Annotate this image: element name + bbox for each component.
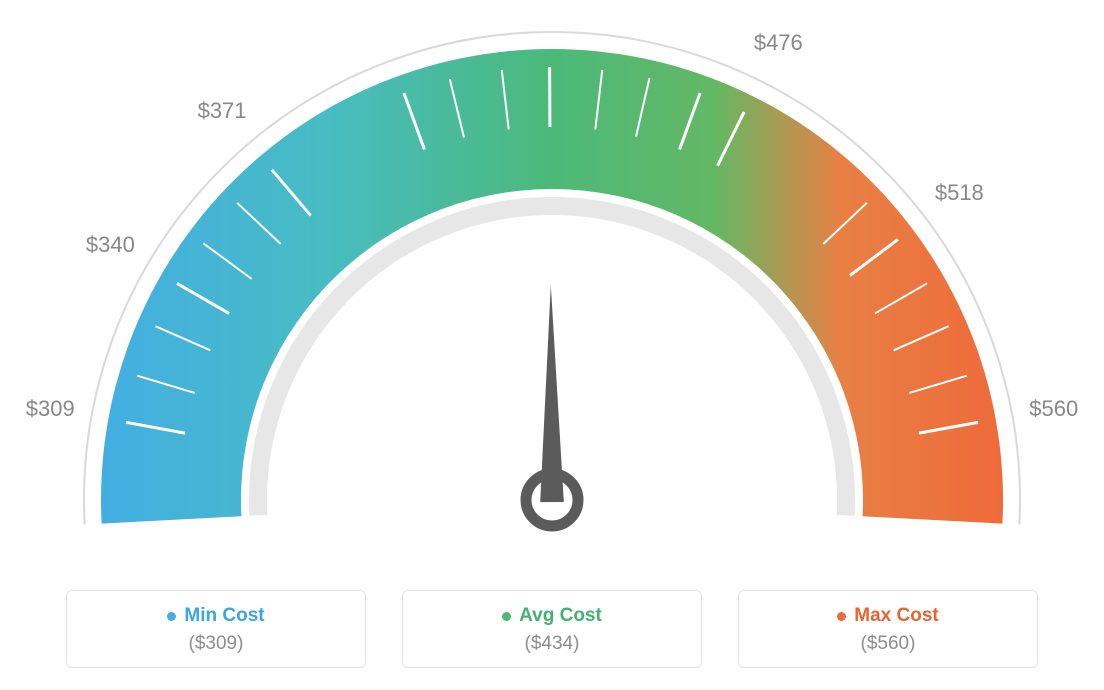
legend-avg: Avg Cost ($434): [402, 590, 702, 668]
legend-avg-label: Avg Cost: [519, 605, 602, 627]
dot-icon: [837, 612, 846, 621]
dot-icon: [167, 612, 176, 621]
tick-label: $340: [86, 232, 135, 258]
tick-label: $371: [198, 98, 247, 124]
tick-label: $434: [525, 0, 574, 3]
legend-row: Min Cost ($309) Avg Cost ($434) Max Cost…: [0, 590, 1104, 668]
legend-avg-title: Avg Cost: [502, 605, 602, 627]
legend-max: Max Cost ($560): [738, 590, 1038, 668]
legend-min-label: Min Cost: [184, 605, 264, 627]
legend-min-value: ($309): [67, 633, 365, 655]
tick-label: $518: [935, 180, 984, 206]
legend-max-title: Max Cost: [837, 605, 938, 627]
legend-avg-value: ($434): [403, 633, 701, 655]
tick-label: $560: [1029, 396, 1078, 422]
dot-icon: [502, 612, 511, 621]
tick-label: $476: [754, 30, 803, 56]
legend-max-label: Max Cost: [854, 605, 938, 627]
legend-min-title: Min Cost: [167, 605, 264, 627]
tick-label: $309: [26, 396, 75, 422]
legend-min: Min Cost ($309): [66, 590, 366, 668]
legend-max-value: ($560): [739, 633, 1037, 655]
gauge-svg: [0, 0, 1104, 560]
cost-gauge: $309 $340 $371 $434 $476 $518 $560: [0, 0, 1104, 560]
